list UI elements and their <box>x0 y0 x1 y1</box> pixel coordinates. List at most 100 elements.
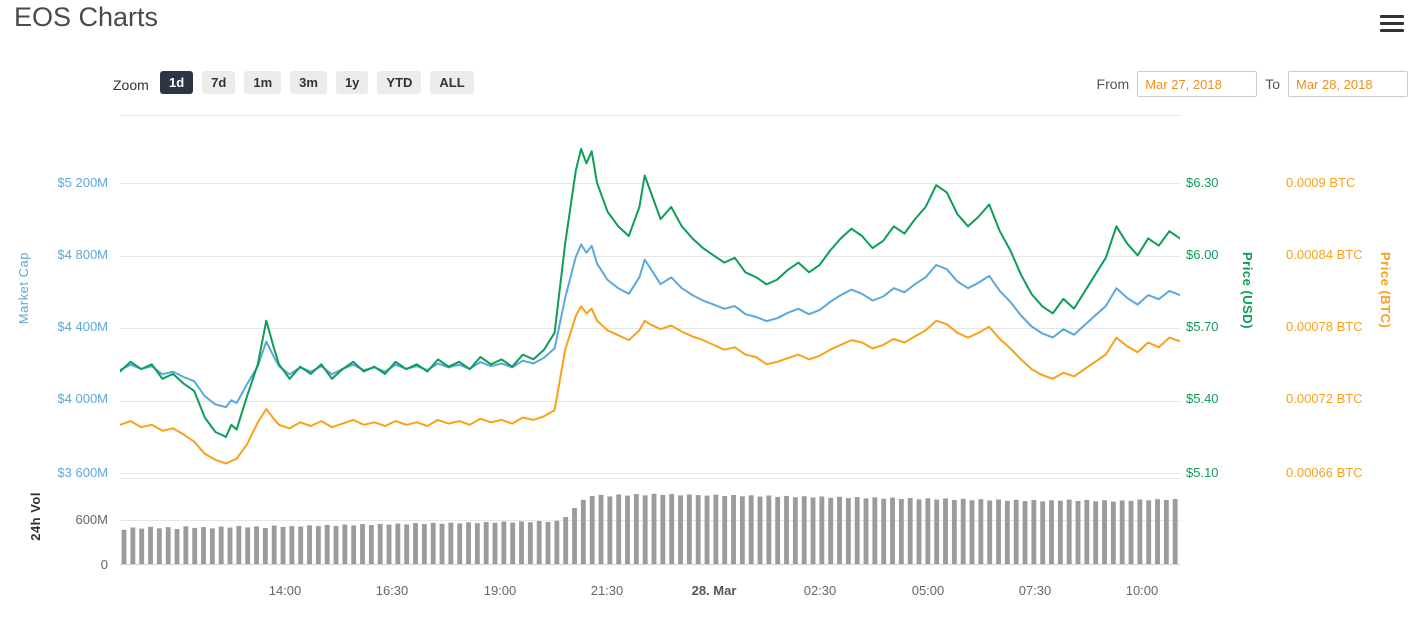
volume-bar <box>174 529 180 565</box>
volume-bar <box>218 526 224 565</box>
zoom-button-1m[interactable]: 1m <box>244 71 282 94</box>
marketcap-tick-label: $4 400M <box>57 319 108 334</box>
usd-axis-title: Price (USD) <box>1240 252 1255 330</box>
x-tick-label: 14:00 <box>268 583 302 598</box>
price-chart[interactable] <box>120 115 1180 478</box>
volume-bar <box>165 527 171 565</box>
usd-tick-label: $6.30 <box>1186 175 1219 190</box>
volume-bar <box>642 495 648 565</box>
volume-bar <box>121 529 127 565</box>
volume-bar <box>722 496 728 565</box>
volume-bar <box>616 494 622 565</box>
volume-bar <box>713 494 719 565</box>
volume-bar <box>474 523 480 565</box>
date-range: From To <box>1097 71 1408 97</box>
volume-bar <box>536 521 542 565</box>
volume-bar <box>960 498 966 565</box>
usd-tick-label: $5.10 <box>1186 465 1219 480</box>
volume-bar <box>872 497 878 565</box>
volume-bar <box>262 528 268 565</box>
volume-bar <box>1022 501 1028 565</box>
volume-bar <box>916 499 922 565</box>
volume-bar <box>315 526 321 565</box>
volume-bar <box>519 521 524 565</box>
volume-bar <box>139 528 145 565</box>
volume-tick-label: 0 <box>100 557 108 572</box>
x-tick-label: 10:00 <box>1125 583 1159 598</box>
volume-bar <box>439 523 445 565</box>
volume-bar <box>580 499 586 565</box>
volume-bar <box>1093 501 1099 565</box>
marketcap-tick-label: $5 200M <box>57 175 108 190</box>
volume-bar <box>739 496 745 565</box>
usd-tick-label: $5.70 <box>1186 319 1219 334</box>
zoom-button-3m[interactable]: 3m <box>290 71 327 94</box>
volume-bar <box>625 495 630 565</box>
volume-bar <box>1146 500 1152 565</box>
volume-bar <box>598 494 604 565</box>
volume-bar <box>669 494 675 565</box>
volume-bar <box>695 495 701 565</box>
volume-bar <box>527 522 533 565</box>
from-label: From <box>1096 76 1130 92</box>
volume-bar <box>501 521 507 565</box>
zoom-label: Zoom <box>113 77 149 93</box>
series-price-btc <box>120 305 1180 465</box>
marketcap-axis-title: Market Cap <box>16 252 31 325</box>
volume-bar <box>1075 501 1081 565</box>
volume-bar <box>1049 500 1054 565</box>
volume-bar <box>978 499 984 565</box>
from-date-input[interactable] <box>1137 71 1258 97</box>
volume-chart[interactable] <box>120 478 1180 565</box>
to-date-input[interactable] <box>1288 71 1408 97</box>
volume-bar <box>943 498 948 565</box>
volume-bar <box>651 493 657 565</box>
zoom-button-all[interactable]: ALL <box>430 71 474 94</box>
zoom-button-7d[interactable]: 7d <box>202 71 236 94</box>
zoom-button-1d[interactable]: 1d <box>160 71 194 94</box>
page-title: EOS Charts <box>14 2 159 32</box>
volume-bar <box>1040 501 1046 565</box>
volume-bar <box>704 495 710 565</box>
volume-bar <box>227 527 233 565</box>
volume-bar <box>192 527 198 565</box>
btc-tick-label: 0.00072 BTC <box>1286 391 1363 406</box>
volume-bar <box>854 497 860 565</box>
volume-bar <box>572 508 577 565</box>
volume-bar <box>1102 500 1107 565</box>
volume-tick-label: 600M <box>75 512 108 527</box>
zoom-button-1y[interactable]: 1y <box>335 71 369 94</box>
volume-bar <box>845 498 851 565</box>
volume-bar <box>360 524 365 565</box>
volume-bar <box>245 527 251 565</box>
volume-bar <box>731 495 736 565</box>
volume-bar <box>271 525 277 565</box>
btc-axis-title: Price (BTC) <box>1378 252 1393 329</box>
volume-bar <box>792 497 798 565</box>
volume-bar <box>801 496 807 565</box>
volume-bar <box>280 526 286 565</box>
volume-bar <box>395 523 401 565</box>
marketcap-tick-label: $3 600M <box>57 465 108 480</box>
volume-bar <box>368 525 374 565</box>
volume-bar <box>377 523 383 565</box>
zoom-button-ytd[interactable]: YTD <box>377 71 422 94</box>
chart-menu-icon[interactable] <box>1380 15 1404 33</box>
x-tick-label: 07:30 <box>1018 583 1052 598</box>
volume-bar <box>819 496 825 565</box>
volume-bar <box>209 528 215 565</box>
volume-bar <box>828 497 834 565</box>
x-tick-label: 21:30 <box>590 583 624 598</box>
volume-bar <box>969 500 975 565</box>
volume-bar <box>1110 501 1116 565</box>
btc-tick-label: 0.00066 BTC <box>1286 465 1363 480</box>
volume-bar <box>660 494 666 565</box>
volume-bar <box>951 499 957 565</box>
volume-bar <box>545 522 551 565</box>
volume-bar <box>1155 499 1160 565</box>
volume-bar <box>890 497 895 565</box>
usd-tick-label: $5.40 <box>1186 391 1219 406</box>
volume-bar <box>589 496 595 565</box>
volume-bar <box>1163 500 1169 565</box>
